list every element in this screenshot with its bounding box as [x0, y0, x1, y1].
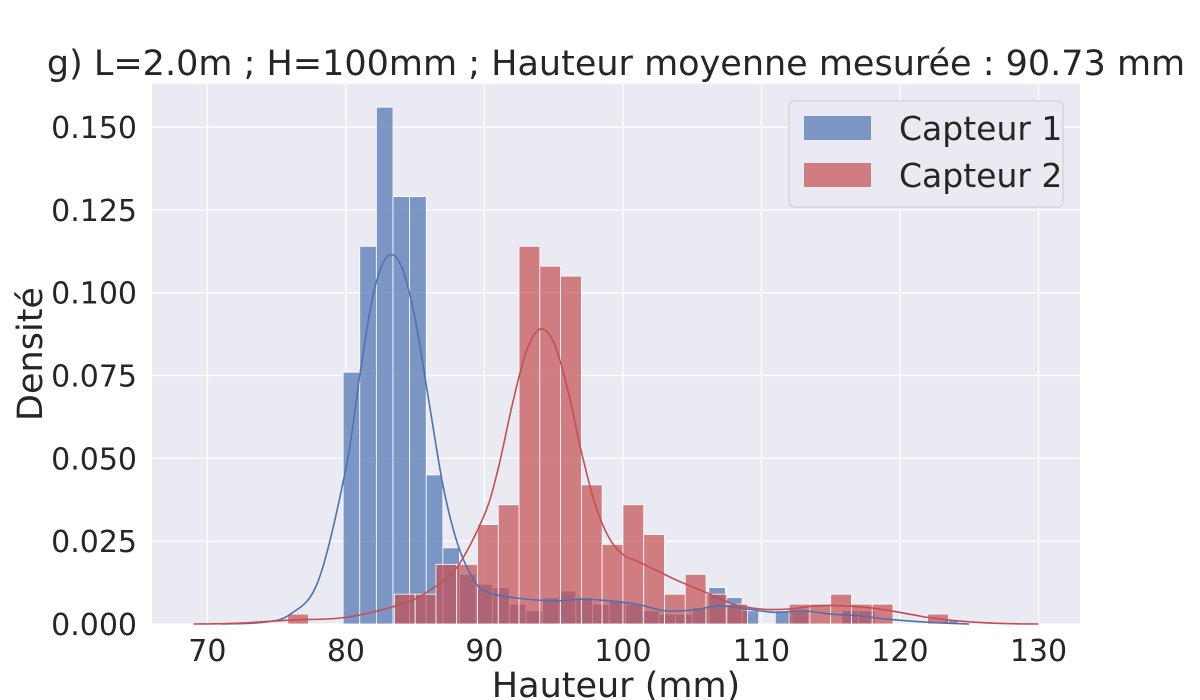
histogram-bar-series-2: [643, 534, 665, 625]
histogram-bar-series-1: [342, 371, 361, 625]
x-tick-label: 120: [871, 634, 928, 669]
legend-label-capteur-2: Capteur 2: [899, 156, 1062, 195]
y-axis-ticks: 0.000 0.025 0.050 0.075 0.100 0.125 0.150: [51, 111, 137, 643]
x-tick-label: 100: [594, 634, 651, 669]
histogram-bar-series-2: [560, 275, 582, 625]
histogram-bar-series-2: [705, 593, 728, 625]
chart-title: g) L=2.0m ; H=100mm ; Hauteur moyenne me…: [47, 44, 1185, 84]
histogram-bar-series-1: [359, 245, 377, 625]
histogram-bar-series-2: [830, 593, 852, 625]
histogram-bar-series-2: [664, 593, 686, 625]
x-tick-label: 90: [465, 634, 503, 669]
histogram-bar-series-2: [684, 573, 707, 625]
histogram-bar-series-2: [871, 603, 894, 625]
histogram-bar-series-2: [601, 544, 624, 625]
histogram-bar-series-1: [392, 196, 411, 625]
histogram-bar-series-2: [622, 504, 645, 625]
y-tick-label: 0.125: [51, 194, 137, 229]
histogram-bar-series-2: [580, 484, 603, 625]
histogram-bar-series-1: [375, 106, 394, 625]
histogram-bar-series-2: [456, 563, 478, 625]
histogram-bar-series-2: [435, 563, 458, 625]
kde-curves: [193, 253, 1039, 625]
legend-swatch-capteur-2: [804, 163, 871, 187]
y-axis-label: Densité: [11, 287, 51, 421]
histogram-bar-series-2: [414, 593, 437, 625]
x-tick-label: 80: [327, 634, 365, 669]
x-axis-ticks: 70 80 90 100 110 120 130: [188, 634, 1067, 669]
x-axis-label: Hauteur (mm): [492, 666, 740, 700]
x-tick-label: 110: [733, 634, 790, 669]
histogram-bar-series-2: [539, 265, 561, 625]
y-tick-label: 0.150: [51, 111, 137, 146]
y-tick-label: 0.050: [51, 442, 137, 477]
legend-label-capteur-1: Capteur 1: [899, 109, 1062, 148]
legend-swatch-capteur-1: [804, 116, 871, 140]
legend[interactable]: Capteur 1 Capteur 2: [788, 100, 1064, 208]
x-tick-label: 130: [1010, 634, 1067, 669]
y-tick-label: 0.025: [51, 525, 137, 560]
y-tick-label: 0.000: [51, 608, 137, 643]
kde-line-series-1: [221, 253, 970, 625]
y-tick-label: 0.075: [51, 360, 137, 395]
kde-line-series-2: [193, 328, 1039, 625]
histogram-bar-series-2: [518, 245, 541, 625]
histogram-bar-series-2: [393, 593, 416, 625]
x-tick-label: 70: [188, 634, 226, 669]
histogram-bar-series-2: [477, 524, 499, 625]
y-tick-label: 0.100: [51, 277, 137, 312]
histogram-bar-series-2: [497, 504, 520, 625]
histogram-bars: [287, 106, 959, 625]
histogram-bar-series-1: [409, 196, 427, 625]
